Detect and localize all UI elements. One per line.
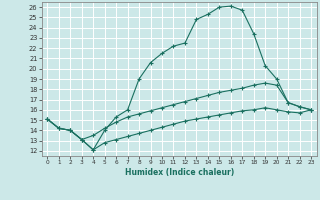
X-axis label: Humidex (Indice chaleur): Humidex (Indice chaleur) xyxy=(124,168,234,177)
